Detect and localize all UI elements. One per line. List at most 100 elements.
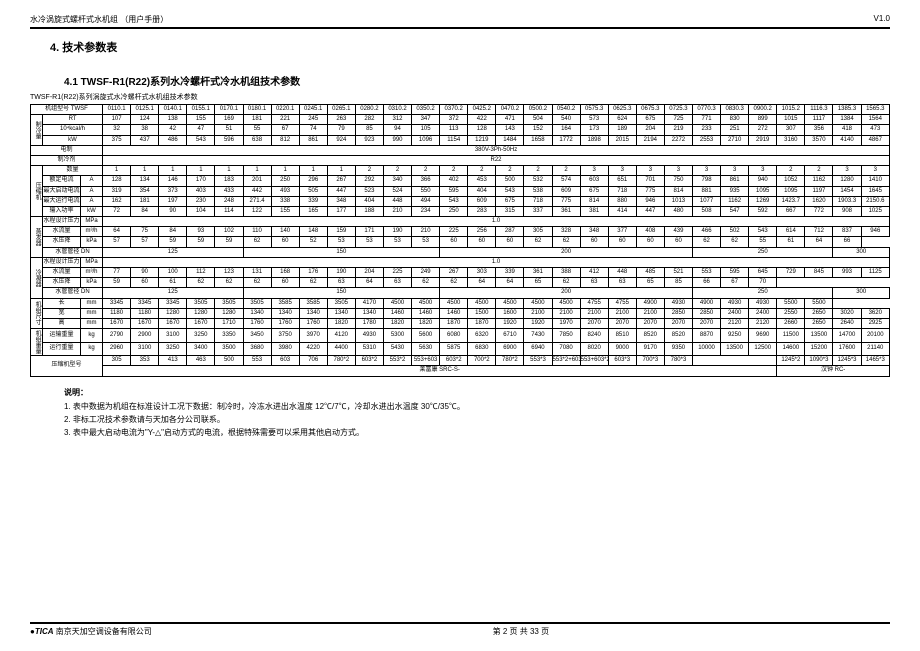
cell: 366: [412, 176, 440, 186]
cell: 574: [552, 176, 580, 186]
cell: mm: [81, 318, 103, 328]
cell: 2120: [749, 318, 777, 328]
cell: 353: [131, 356, 159, 366]
model: 0220.1: [271, 105, 299, 115]
cell: 122: [243, 206, 271, 216]
cell: 201: [243, 176, 271, 186]
cell: 4900: [693, 298, 721, 308]
cell: 3620: [861, 308, 889, 318]
cell: 128: [103, 176, 131, 186]
cell: 414: [608, 206, 636, 216]
cell: 225: [383, 268, 411, 278]
cell: 300: [833, 247, 890, 257]
cell: 553*2+603: [552, 356, 580, 366]
cell: 190: [327, 268, 355, 278]
cell: 1015: [777, 115, 805, 125]
cell: 403: [187, 186, 215, 196]
cell: 4900: [636, 298, 664, 308]
cell: 164: [552, 125, 580, 135]
cell: 1125: [861, 268, 889, 278]
model: 0350.2: [412, 105, 440, 115]
cell: 5310: [355, 342, 383, 356]
cell: 3: [580, 166, 608, 176]
cell: 62: [721, 237, 749, 247]
cell: 830: [721, 115, 749, 125]
cell: 3250: [159, 342, 187, 356]
cell: 62: [187, 278, 215, 288]
cell: 水压降: [43, 237, 81, 247]
cell: 1: [243, 166, 271, 176]
cell: 水程设计压力: [43, 257, 81, 267]
cell: 1: [215, 166, 243, 176]
cell: 60: [468, 237, 496, 247]
cell: 4220: [299, 342, 327, 356]
cell: 1460: [440, 308, 468, 318]
page-header: 水冷涡旋式螺杆式水机组 （用户手册） V1.0: [30, 14, 890, 29]
cell: 77: [103, 268, 131, 278]
model: 1385.3: [833, 105, 861, 115]
cell: 439: [664, 227, 692, 237]
cell: kPa: [81, 237, 103, 247]
cell: 3345: [131, 298, 159, 308]
cell: 2194: [636, 135, 664, 145]
cell: 9350: [664, 342, 692, 356]
cell: 221: [271, 115, 299, 125]
cell: 1410: [861, 176, 889, 186]
cell: 404: [468, 186, 496, 196]
cell: 5500: [777, 298, 805, 308]
cell: 412: [580, 268, 608, 278]
cell: 1920: [496, 318, 524, 328]
model: 0470.2: [496, 105, 524, 115]
cell: 543: [496, 186, 524, 196]
cell: 最大启动电流: [43, 186, 81, 196]
cell: 940: [749, 176, 777, 186]
cell: 176: [299, 268, 327, 278]
cell: 2: [412, 166, 440, 176]
cell: 404: [355, 196, 383, 206]
cell: 3585: [271, 298, 299, 308]
cell: 3505: [187, 298, 215, 308]
cell: 1340: [299, 308, 327, 318]
cell: 880: [608, 196, 636, 206]
cell: 6710: [496, 329, 524, 343]
cell: 3: [721, 166, 749, 176]
model: 0140.1: [159, 105, 187, 115]
cell: 700*3: [636, 356, 664, 366]
cell: 2: [496, 166, 524, 176]
cell: 675: [496, 196, 524, 206]
cell: 592: [749, 206, 777, 216]
doc-version: V1.0: [874, 14, 890, 25]
cell: 1245*2: [777, 356, 805, 366]
cell: 66: [833, 237, 861, 247]
cell: 181: [131, 196, 159, 206]
cell: 282: [355, 115, 383, 125]
cell: kg: [81, 329, 103, 343]
cell: 5875: [440, 342, 468, 356]
cell: 553+603: [412, 356, 440, 366]
cell: 2272: [664, 135, 692, 145]
cell: 283: [468, 206, 496, 216]
cell: 5630: [412, 342, 440, 356]
cell: 1384: [833, 115, 861, 125]
cell: 272: [749, 125, 777, 135]
comp-label: 压缩机: [31, 166, 43, 217]
cell: 140: [271, 227, 299, 237]
cell: 152: [524, 125, 552, 135]
cell: 250: [693, 247, 833, 257]
cell: 53: [412, 237, 440, 247]
cell: 3160: [777, 135, 805, 145]
cell: 603*3: [608, 356, 636, 366]
cell: 6900: [496, 342, 524, 356]
cell: 8240: [580, 329, 608, 343]
notes-title: 说明：: [64, 387, 890, 400]
cell: 1: [299, 166, 327, 176]
cell: 4400: [327, 342, 355, 356]
cell: 5300: [383, 329, 411, 343]
cell: 17600: [833, 342, 861, 356]
cell: 1870: [468, 318, 496, 328]
cell: 2550: [777, 308, 805, 318]
cell: 6080: [440, 329, 468, 343]
cell: 94: [383, 125, 411, 135]
cell: 1500: [468, 308, 496, 318]
cell: 8020: [580, 342, 608, 356]
